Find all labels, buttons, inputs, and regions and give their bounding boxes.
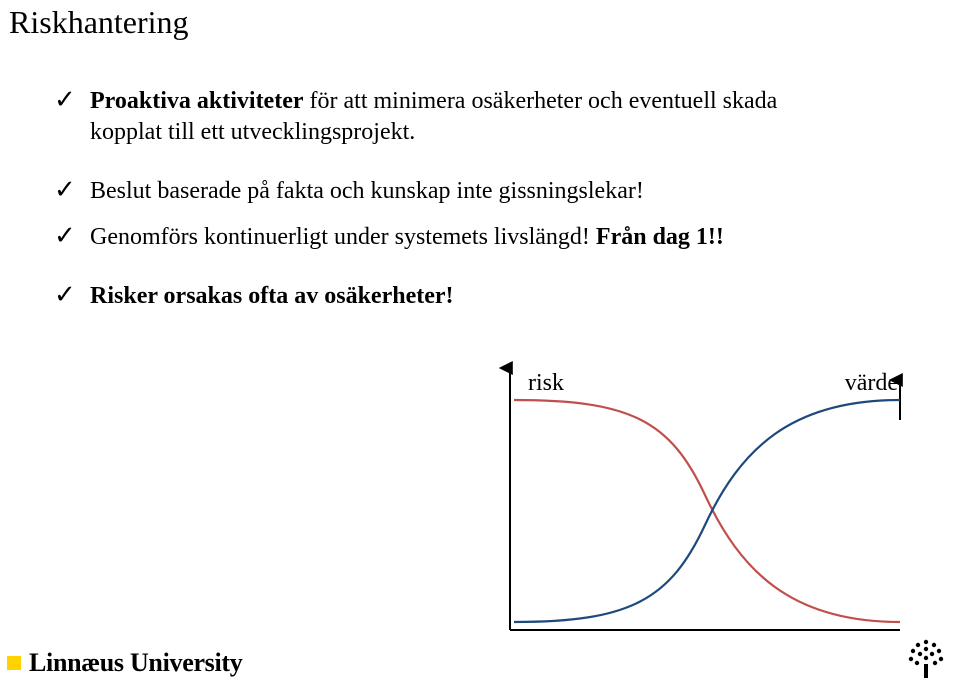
bullet-bold: Proaktiva aktiviteter	[90, 88, 304, 114]
bullet-text: Genomförs kontinuerligt under systemets …	[90, 224, 596, 250]
risk-label: risk	[528, 370, 564, 396]
bullet-bold: Risker orsakas ofta av osäkerheter!	[90, 283, 454, 309]
risk-value-chart: risk värde	[470, 360, 920, 640]
check-icon: ✓	[54, 222, 76, 248]
check-icon: ✓	[54, 281, 76, 307]
list-item: ✓ Genomförs kontinuerligt under systemet…	[54, 222, 814, 253]
bullet-list: ✓ Proaktiva aktiviteter för att minimera…	[14, 86, 814, 326]
check-icon: ✓	[54, 86, 76, 112]
tree-icon	[904, 636, 948, 680]
risk-curve	[514, 400, 900, 622]
check-icon: ✓	[54, 176, 76, 202]
value-label: värde	[845, 370, 898, 396]
list-item: ✓ Risker orsakas ofta av osäkerheter!	[54, 281, 814, 312]
list-item: ✓ Proaktiva aktiviteter för att minimera…	[54, 86, 814, 148]
page-title: Riskhantering	[9, 4, 189, 41]
list-item: ✓ Beslut baserade på fakta och kunskap i…	[54, 176, 814, 207]
bullet-bold: Från dag 1!!	[596, 224, 724, 250]
slide: Riskhantering ✓ Proaktiva aktiviteter fö…	[0, 0, 960, 694]
logo-square-icon	[7, 656, 21, 670]
value-curve	[514, 400, 900, 622]
university-logo: Linnæus University	[7, 648, 242, 678]
bullet-text: Beslut baserade på fakta och kunskap int…	[90, 178, 644, 204]
logo-text: Linnæus University	[29, 648, 242, 678]
